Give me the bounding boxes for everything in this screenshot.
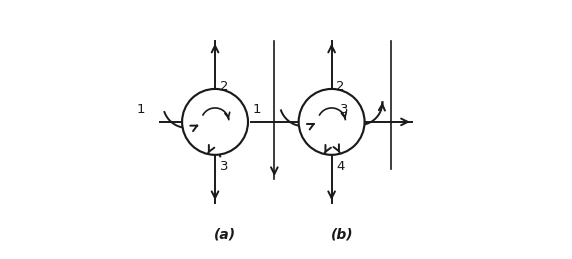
Circle shape [299, 89, 364, 155]
Text: 1: 1 [137, 103, 145, 116]
Text: 3: 3 [220, 160, 228, 173]
Text: 3: 3 [340, 103, 348, 116]
Circle shape [182, 89, 248, 155]
Text: 2: 2 [220, 80, 228, 93]
Text: (b): (b) [331, 227, 353, 241]
Text: (a): (a) [214, 227, 236, 241]
Text: 2: 2 [336, 80, 345, 93]
Text: 1: 1 [253, 103, 261, 116]
Text: 4: 4 [336, 160, 344, 173]
